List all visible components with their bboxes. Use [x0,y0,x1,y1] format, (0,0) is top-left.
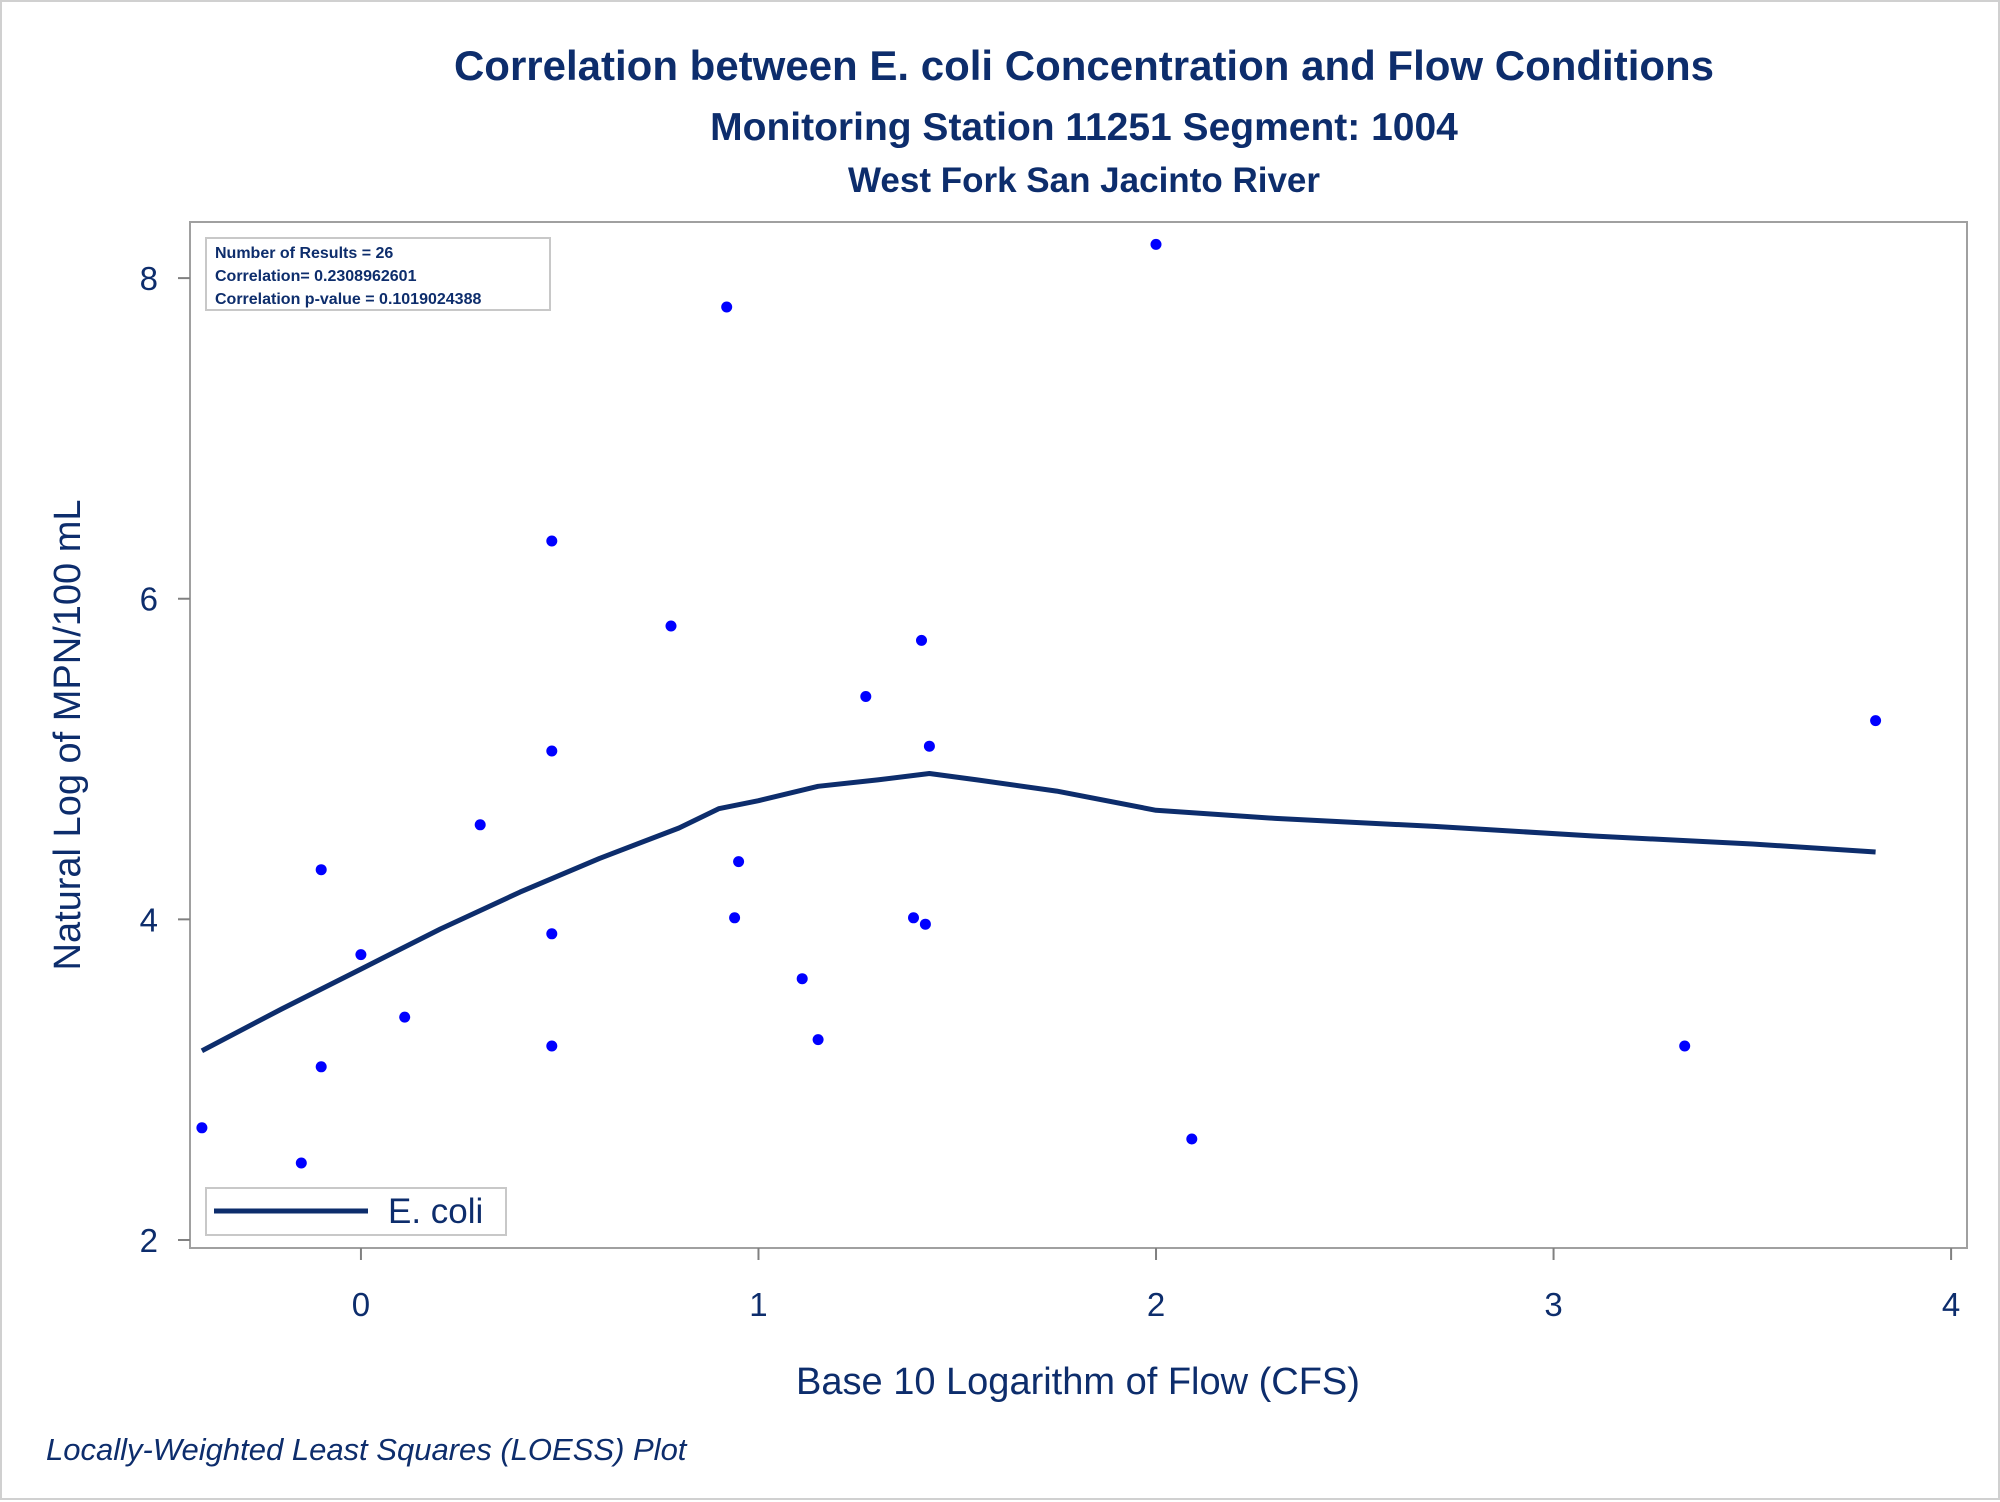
data-point [1870,715,1882,727]
x-axis-label: Base 10 Logarithm of Flow (CFS) [796,1361,1360,1403]
data-point [546,745,558,757]
stats-box-border [205,237,551,311]
data-point [860,691,872,702]
stats-box: Number of Results = 26 Correlation= 0.23… [205,237,551,311]
chart-subtitle-location: West Fork San Jacinto River [848,161,1320,200]
y-tick-label: 2 [140,1222,158,1259]
x-tick-label: 3 [1544,1286,1562,1323]
legend: E. coli [205,1187,507,1236]
data-point [919,918,931,930]
data-point [665,620,677,632]
data-point [916,634,927,646]
data-point [315,864,327,876]
data-point [546,928,558,940]
scatter-points [196,238,1882,1169]
x-tick-label: 1 [749,1286,767,1323]
chart-footnote: Locally-Weighted Least Squares (LOESS) P… [46,1432,688,1467]
data-point [908,912,919,924]
x-axis: 0 1 2 3 4 [352,1248,1960,1323]
data-point [315,1061,327,1073]
data-point [399,1011,411,1023]
plot-area [189,221,1968,1249]
data-point [546,1040,558,1052]
data-point [923,740,935,752]
y-tick-label: 8 [140,260,158,297]
data-point [546,535,558,547]
data-point [1679,1040,1691,1052]
loess-curve-line [200,771,1876,1054]
data-point [1150,238,1162,250]
data-point [812,1034,824,1046]
data-point [729,912,741,924]
legend-label: E. coli [388,1192,483,1231]
data-point [721,301,733,313]
data-point [196,1122,208,1134]
stats-correlation: Correlation= 0.2308962601 [215,268,417,285]
data-point [295,1157,307,1169]
stats-count: Number of Results = 26 [215,245,393,262]
y-tick-label: 6 [140,581,158,618]
data-point [1186,1133,1198,1145]
x-tick-label: 0 [352,1286,370,1323]
data-point [796,973,808,985]
stats-p-value: Correlation p-value = 0.1019024388 [215,291,481,308]
y-axis-label: Natural Log of MPN/100 mL [47,499,89,970]
y-axis: 2 4 6 8 [140,260,190,1259]
y-tick-label: 4 [140,901,158,938]
data-point [474,819,486,831]
data-point [355,949,367,961]
chart-title: Correlation between E. coli Concentratio… [454,42,1714,89]
x-tick-label: 2 [1147,1286,1165,1323]
chart-subtitle: Monitoring Station 11251 Segment: 1004 [710,106,1458,149]
data-point [733,856,745,868]
x-tick-label: 4 [1942,1286,1960,1323]
